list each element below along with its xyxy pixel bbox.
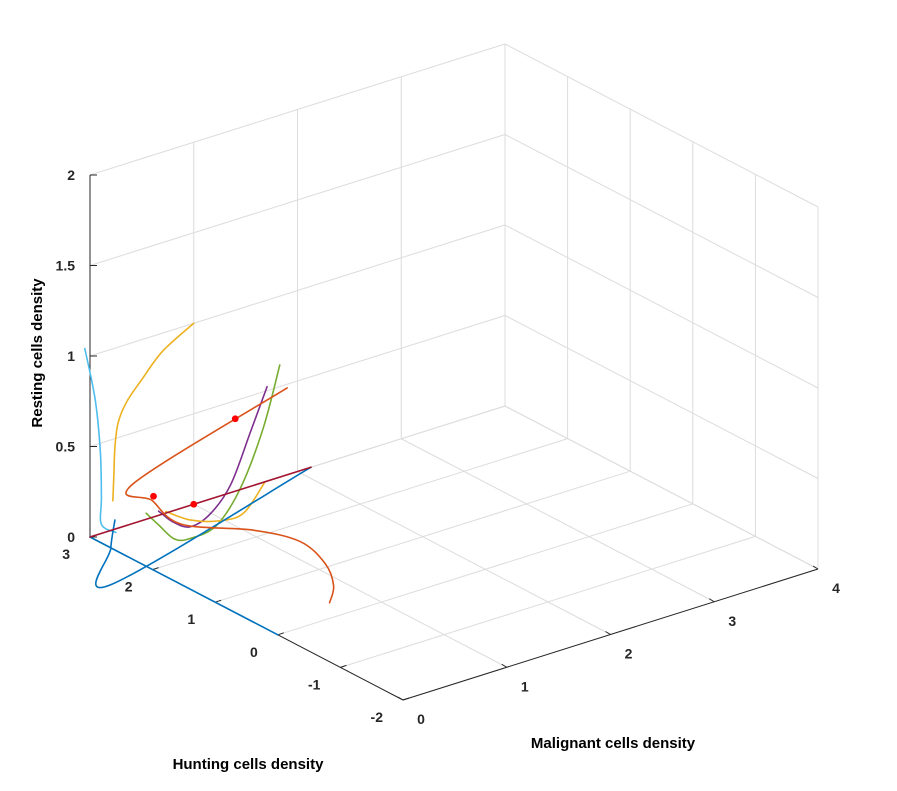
back-wall-gridline (89, 134, 506, 266)
y-axis-label: Hunting cells density (173, 756, 325, 773)
y-tick-mark (340, 664, 347, 668)
y-tick-label: -1 (308, 676, 321, 692)
floor-gridline (297, 471, 611, 635)
equilibrium-marker-3 (231, 415, 239, 423)
x-tick-label: 0 (417, 711, 425, 727)
trajectory-6 (95, 466, 312, 589)
grid-layer (89, 43, 819, 701)
trajectory-5 (84, 347, 117, 534)
side-wall-gridline (504, 43, 819, 208)
side-wall-gridline (504, 405, 819, 570)
floor-gridline (401, 438, 715, 603)
side-wall-gridline (504, 224, 819, 389)
back-wall-gridline (89, 315, 506, 447)
x-tick-mark (812, 565, 819, 570)
z-tick-label: 0.5 (56, 439, 76, 455)
side-wall-gridline (504, 134, 819, 298)
trajectory-1 (145, 364, 281, 542)
back-wall-gridline (89, 224, 506, 357)
x-tick-label: 1 (521, 678, 529, 694)
side-wall-gridline (504, 315, 819, 479)
y-tick-label: 1 (187, 611, 195, 627)
floor-gridline (215, 470, 631, 603)
y-tick-mark (277, 632, 284, 636)
back-wall-gridline (89, 43, 506, 176)
y-tick-mark (402, 697, 410, 701)
z-tick-label: 1 (67, 348, 75, 364)
x-tick-label: 2 (625, 646, 633, 662)
x-tick-mark (501, 663, 508, 668)
z-tick-label: 0 (67, 529, 75, 545)
equilibrium-marker-2 (190, 500, 198, 508)
z-tick-label: 2 (67, 167, 75, 183)
trajectory-8 (89, 466, 312, 538)
x-tick-mark (708, 598, 715, 603)
z-tick-label: 1.5 (56, 258, 76, 274)
floor-gridline (193, 503, 507, 668)
floor-gridline (277, 503, 693, 636)
trajectory-7 (89, 536, 279, 636)
axes-edges (89, 174, 819, 701)
x-tick-label: 3 (728, 613, 736, 629)
trajectory-9 (125, 387, 335, 604)
y-tick-label: -2 (371, 709, 384, 725)
x-tick-mark (397, 696, 404, 701)
marker-layer (150, 415, 239, 508)
z-axis-label: Resting cells density (29, 278, 46, 428)
y-tick-label: 2 (125, 579, 133, 595)
series-layer (84, 322, 335, 636)
trajectory-4 (112, 322, 195, 502)
y-tick-label: 0 (250, 644, 258, 660)
x-axis-label: Malignant cells density (531, 735, 696, 752)
x-tick-label: 4 (832, 580, 840, 596)
equilibrium-marker-1 (150, 492, 157, 500)
y-tick-label: 3 (62, 546, 70, 562)
floor-gridline (340, 535, 756, 668)
floor-gridline (152, 438, 568, 571)
x-tick-mark (605, 631, 611, 635)
